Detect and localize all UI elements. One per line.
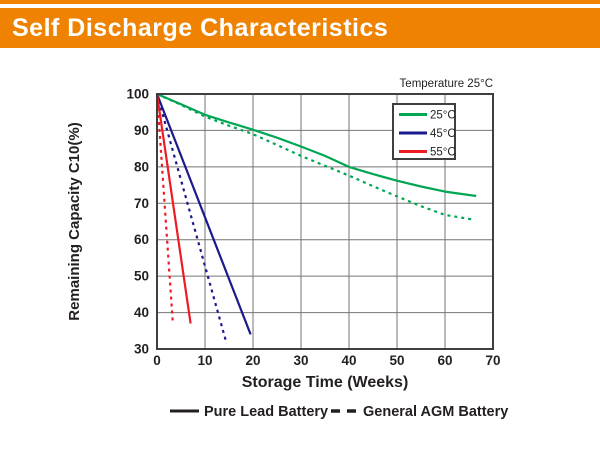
curve-55C-general-agm [155,93,174,323]
y-tick-label-70: 70 [134,196,149,211]
curve-45C-general-agm [155,93,228,344]
x-tick-label-30: 30 [293,353,308,368]
x-tick-label-0: 0 [153,353,161,368]
style-legend-solid-label: Pure Lead Battery [204,404,328,420]
x-tick-label-40: 40 [341,353,356,368]
plot-frame [156,93,494,350]
curve-25C-pure-lead [156,92,477,198]
y-tick-label-90: 90 [134,123,149,138]
curve-45C-pure-lead [155,93,252,335]
x-tick-label-70: 70 [485,353,500,368]
y-axis-title: Remaining Capacity C10(%) [66,122,83,320]
title-bar: Self Discharge Characteristics [0,8,600,48]
y-tick-label-30: 30 [134,342,149,357]
x-tick-label-60: 60 [437,353,452,368]
page-title: Self Discharge Characteristics [12,14,389,42]
y-tick-label-40: 40 [134,305,149,320]
y-tick-label-100: 100 [126,87,149,102]
top-accent-strip [0,0,600,4]
curve-55C-pure-lead [155,93,192,324]
y-tick-label-50: 50 [134,269,149,284]
style-legend-dashed-label: General AGM Battery [363,404,508,420]
x-tick-label-50: 50 [389,353,404,368]
legend-label-0: 25°C [430,110,456,122]
legend-label-2: 55°C [430,147,456,159]
y-tick-label-60: 60 [134,232,149,247]
x-axis-title: Storage Time (Weeks) [242,374,409,391]
x-tick-label-10: 10 [197,353,212,368]
y-tick-label-80: 80 [134,159,149,174]
temperature-note: Temperature 25°C [400,78,493,90]
x-tick-label-20: 20 [245,353,260,368]
curve-25C-general-agm [156,92,474,221]
legend-label-1: 45°C [430,128,456,140]
